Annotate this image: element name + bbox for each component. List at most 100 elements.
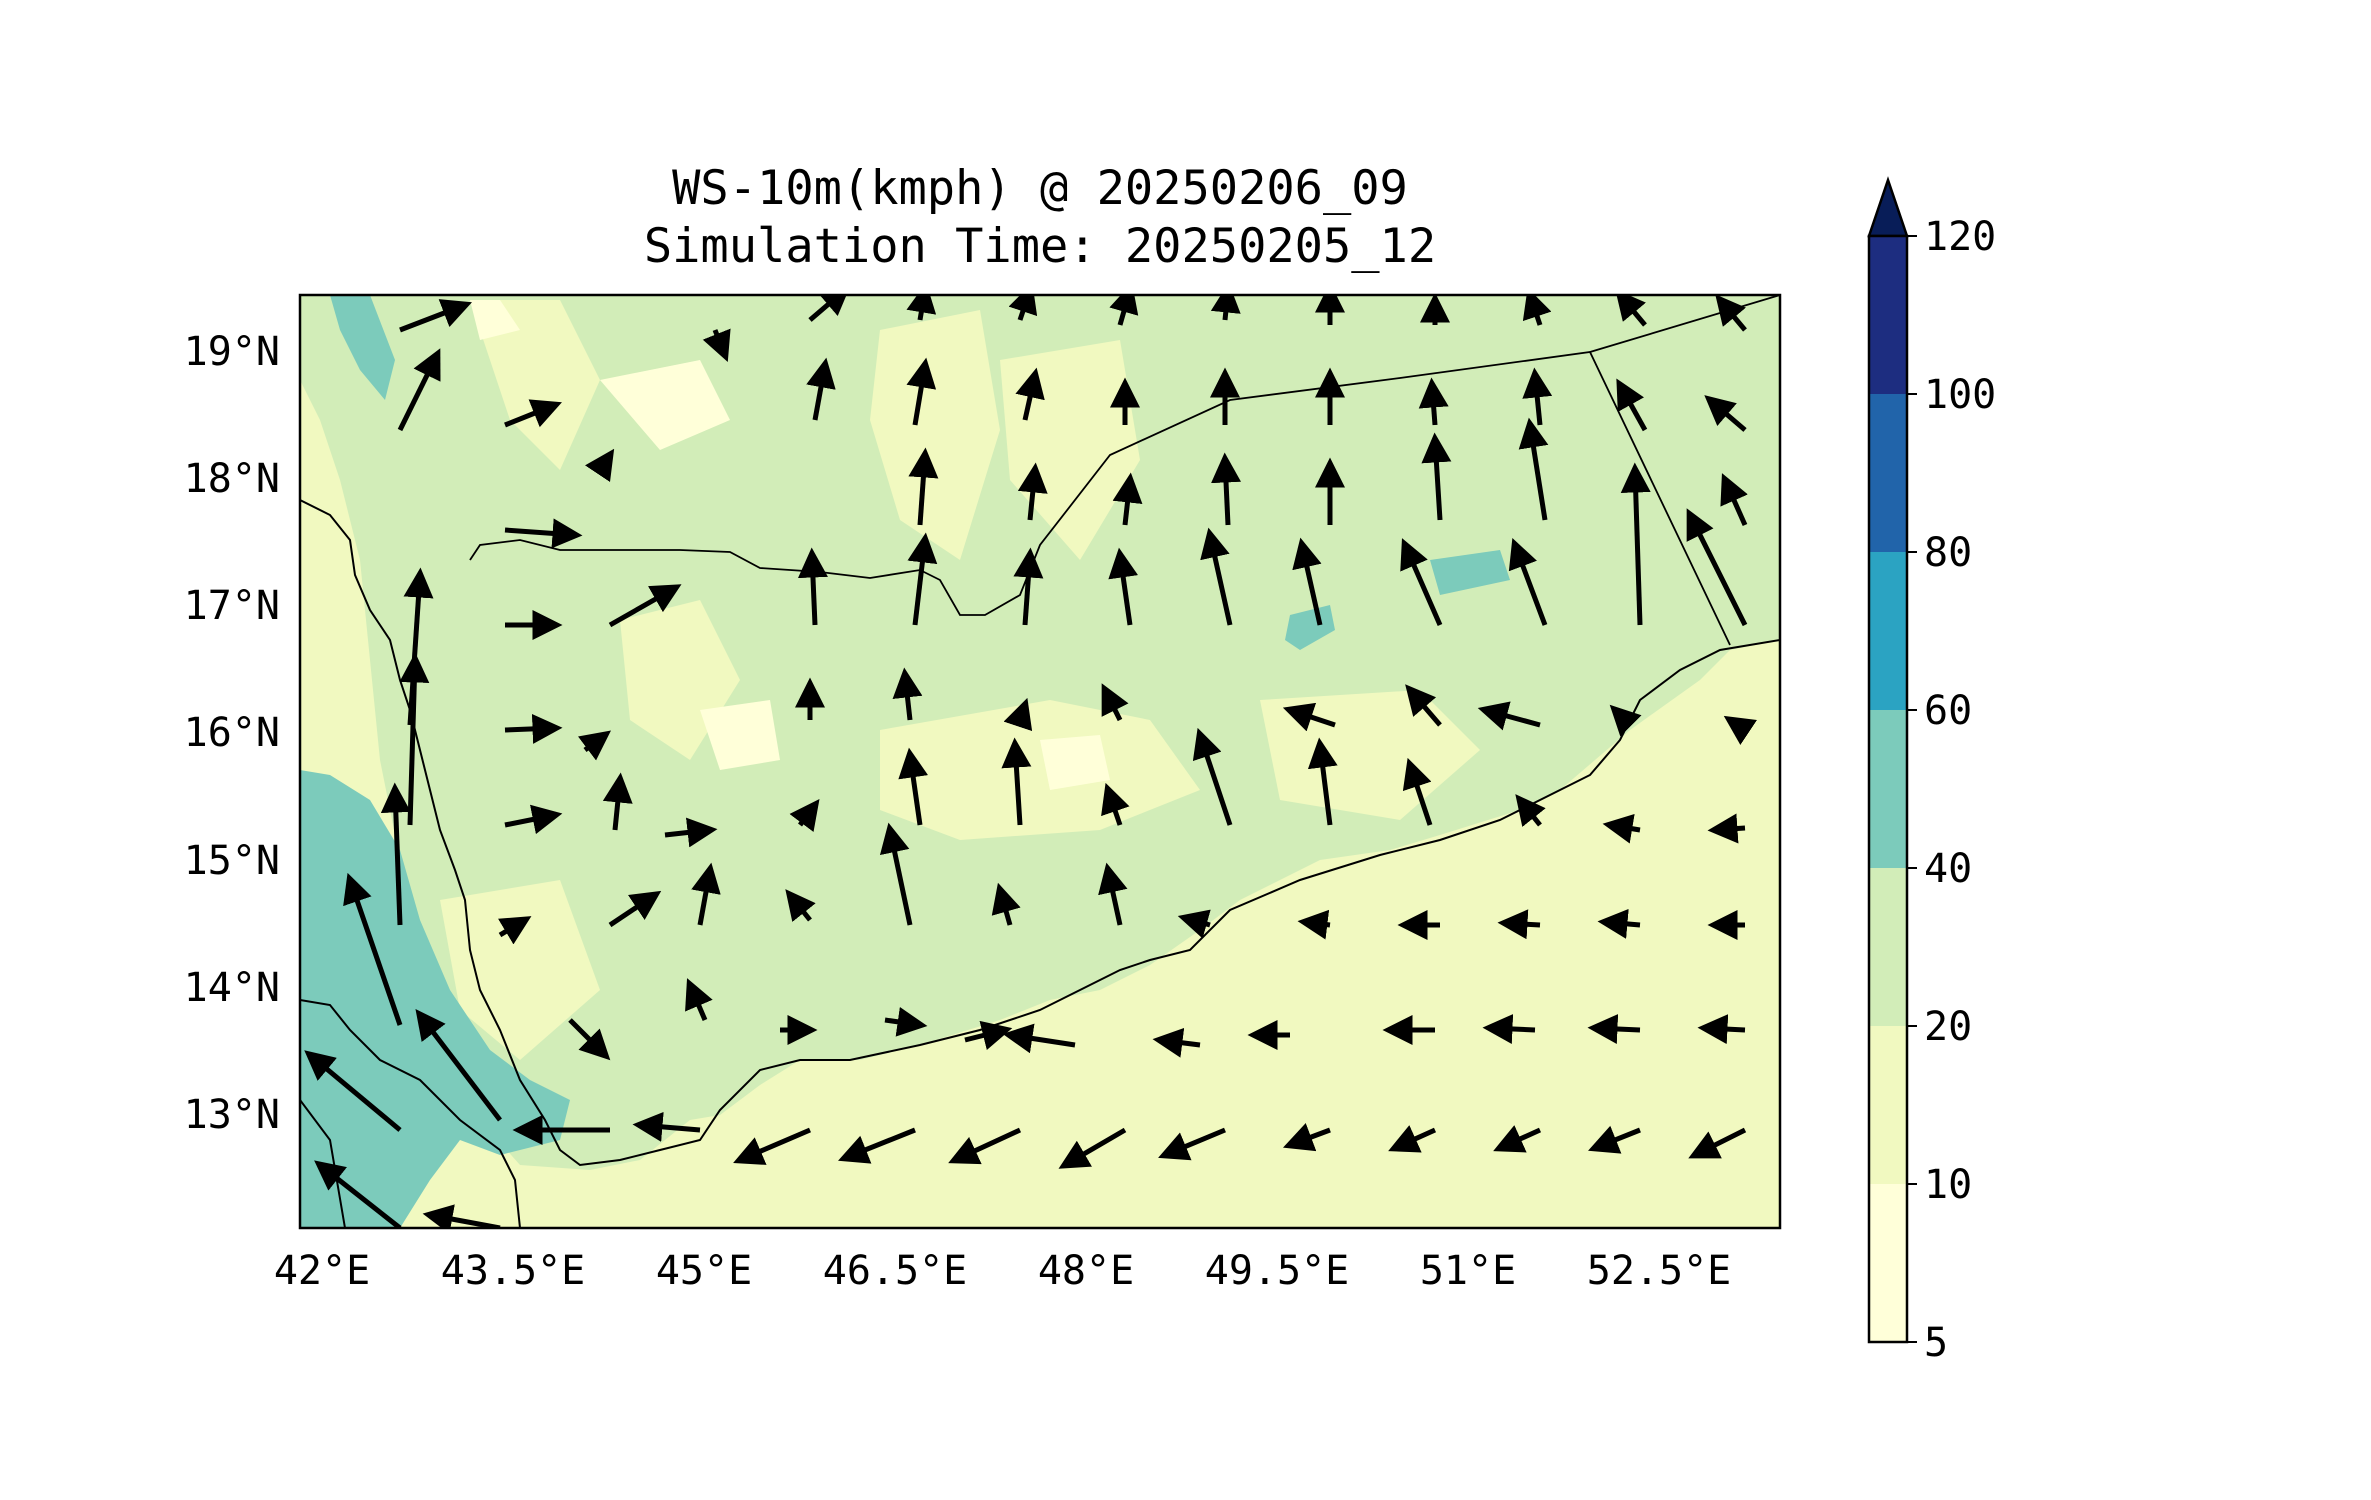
wind-arrow [1177,909,1211,939]
wind-arrow [1013,547,1044,626]
wind-arrow [948,1127,1022,1165]
wind-arrow [838,1127,916,1164]
weak-wind-patch [470,300,520,340]
wind-arrow [808,295,851,322]
wind-arrow [1421,432,1452,521]
wind-arrow [1192,727,1233,826]
colorbar-frame [1867,234,1909,1344]
wind-arrow [1112,472,1143,526]
colorbar-level [1869,1184,1907,1342]
wind-arrow [1418,377,1449,426]
wind-arrow [1522,367,1553,426]
lon-tick-label: 43.5°E [441,1248,586,1294]
map-area [300,295,1780,1228]
lat-tick-label: 19°N [184,329,280,375]
colorbar: 120 100 80 60 40 20 10 5 [1867,176,1996,1366]
wind-arrow [403,567,434,726]
lon-tick-label: 46.5°E [823,1248,968,1294]
lat-axis: 19°N 18°N 17°N 16°N 15°N 14°N 13°N [184,329,280,1138]
wind-arrow [785,889,816,922]
colorbar-level [1869,394,1907,552]
wind-arrow [733,1127,811,1165]
inland-light-patch [870,310,1000,560]
wind-arrow [1515,794,1546,827]
wind-arrow [907,532,938,626]
lon-tick-label: 48°E [1038,1248,1134,1294]
wind-arrow [1615,295,1647,327]
weak-wind-patch [600,360,730,450]
wind-arrow [1402,757,1433,826]
wind-arrow [1058,1127,1127,1169]
colorbar-level [1869,710,1907,868]
wind-arrow [789,799,820,832]
colorbar-level [1869,236,1907,394]
wind-arrow [1522,295,1552,326]
inland-light-patch [1620,720,1780,860]
wind-arrow [1602,813,1641,844]
colorbar-label: 60 [1924,688,1972,734]
wind-arrow [1101,782,1130,826]
wind-arrow [608,890,662,928]
wind-arrow [1482,1014,1536,1044]
strong-wind-red-sea [330,295,395,400]
wind-arrow [1282,1123,1331,1152]
wind-arrow [884,1006,928,1037]
wind-arrow [585,448,615,483]
plot-title: WS-10m(kmph) @ 20250206_09 Simulation Ti… [300,160,1780,276]
wind-arrow [1101,683,1129,722]
colorbar-level [1869,552,1907,710]
wind-arrow [1003,697,1033,732]
wind-arrow [908,447,939,526]
wind-arrow [1015,367,1045,421]
strong-wind-inland [1285,605,1335,650]
wind-arrow [504,804,563,835]
wind-arrow [1210,295,1241,321]
wind-arrow [1508,537,1548,626]
wind-arrow [898,747,929,826]
lat-tick-label: 14°N [184,965,280,1011]
wind-arrow [685,978,713,1021]
strong-wind-inland [1430,550,1510,595]
wind-arrow [1200,527,1233,626]
wind-arrow [879,822,913,926]
wind-arrow [1715,295,1747,332]
lat-tick-label: 17°N [184,583,280,629]
wind-arrow [1400,538,1443,627]
colorbar-level [1869,868,1907,1026]
wind-arrow [314,1160,402,1228]
wind-arrow [504,399,562,428]
wind-arrow [664,817,718,848]
wind-arrow [1597,908,1641,939]
wind-arrow [1720,473,1748,527]
colorbar-label: 80 [1924,530,1972,576]
wind-arrow [1008,295,1038,321]
coastline [300,499,1780,1228]
wind-arrow [568,1018,611,1061]
wind-arrow [578,730,611,761]
wind-arrow [1388,1125,1437,1153]
title-line-1: WS-10m(kmph) @ 20250206_09 [672,161,1408,216]
wind-arrow [1477,701,1541,731]
inland-light-patch [440,880,600,1060]
wind-arrow [1001,737,1032,826]
wind-arrow [906,357,937,426]
lon-tick-label: 51°E [1420,1248,1516,1294]
wind-arrow [702,328,731,362]
wind-arrow [504,713,563,744]
wind-arrow [1282,702,1336,732]
wind-arrow [1152,1027,1201,1058]
wind-arrow [1588,1125,1641,1154]
wind-arrow [1609,704,1642,737]
lon-axis: 42°E 43.5°E 45°E 46.5°E 48°E 49.5°E 51°E… [274,1248,1731,1294]
colorbar-label: 20 [1924,1004,1972,1050]
wind-arrow [1616,378,1648,432]
wind-arrow [906,295,937,321]
wind-arrow [964,1020,1013,1051]
lat-tick-label: 18°N [184,456,280,502]
wind-arrow [1297,909,1331,940]
wind-arrow [1158,1127,1226,1161]
map-frame [298,293,1782,1230]
wind-arrow [1108,547,1139,626]
wind-arrow [1307,737,1338,826]
